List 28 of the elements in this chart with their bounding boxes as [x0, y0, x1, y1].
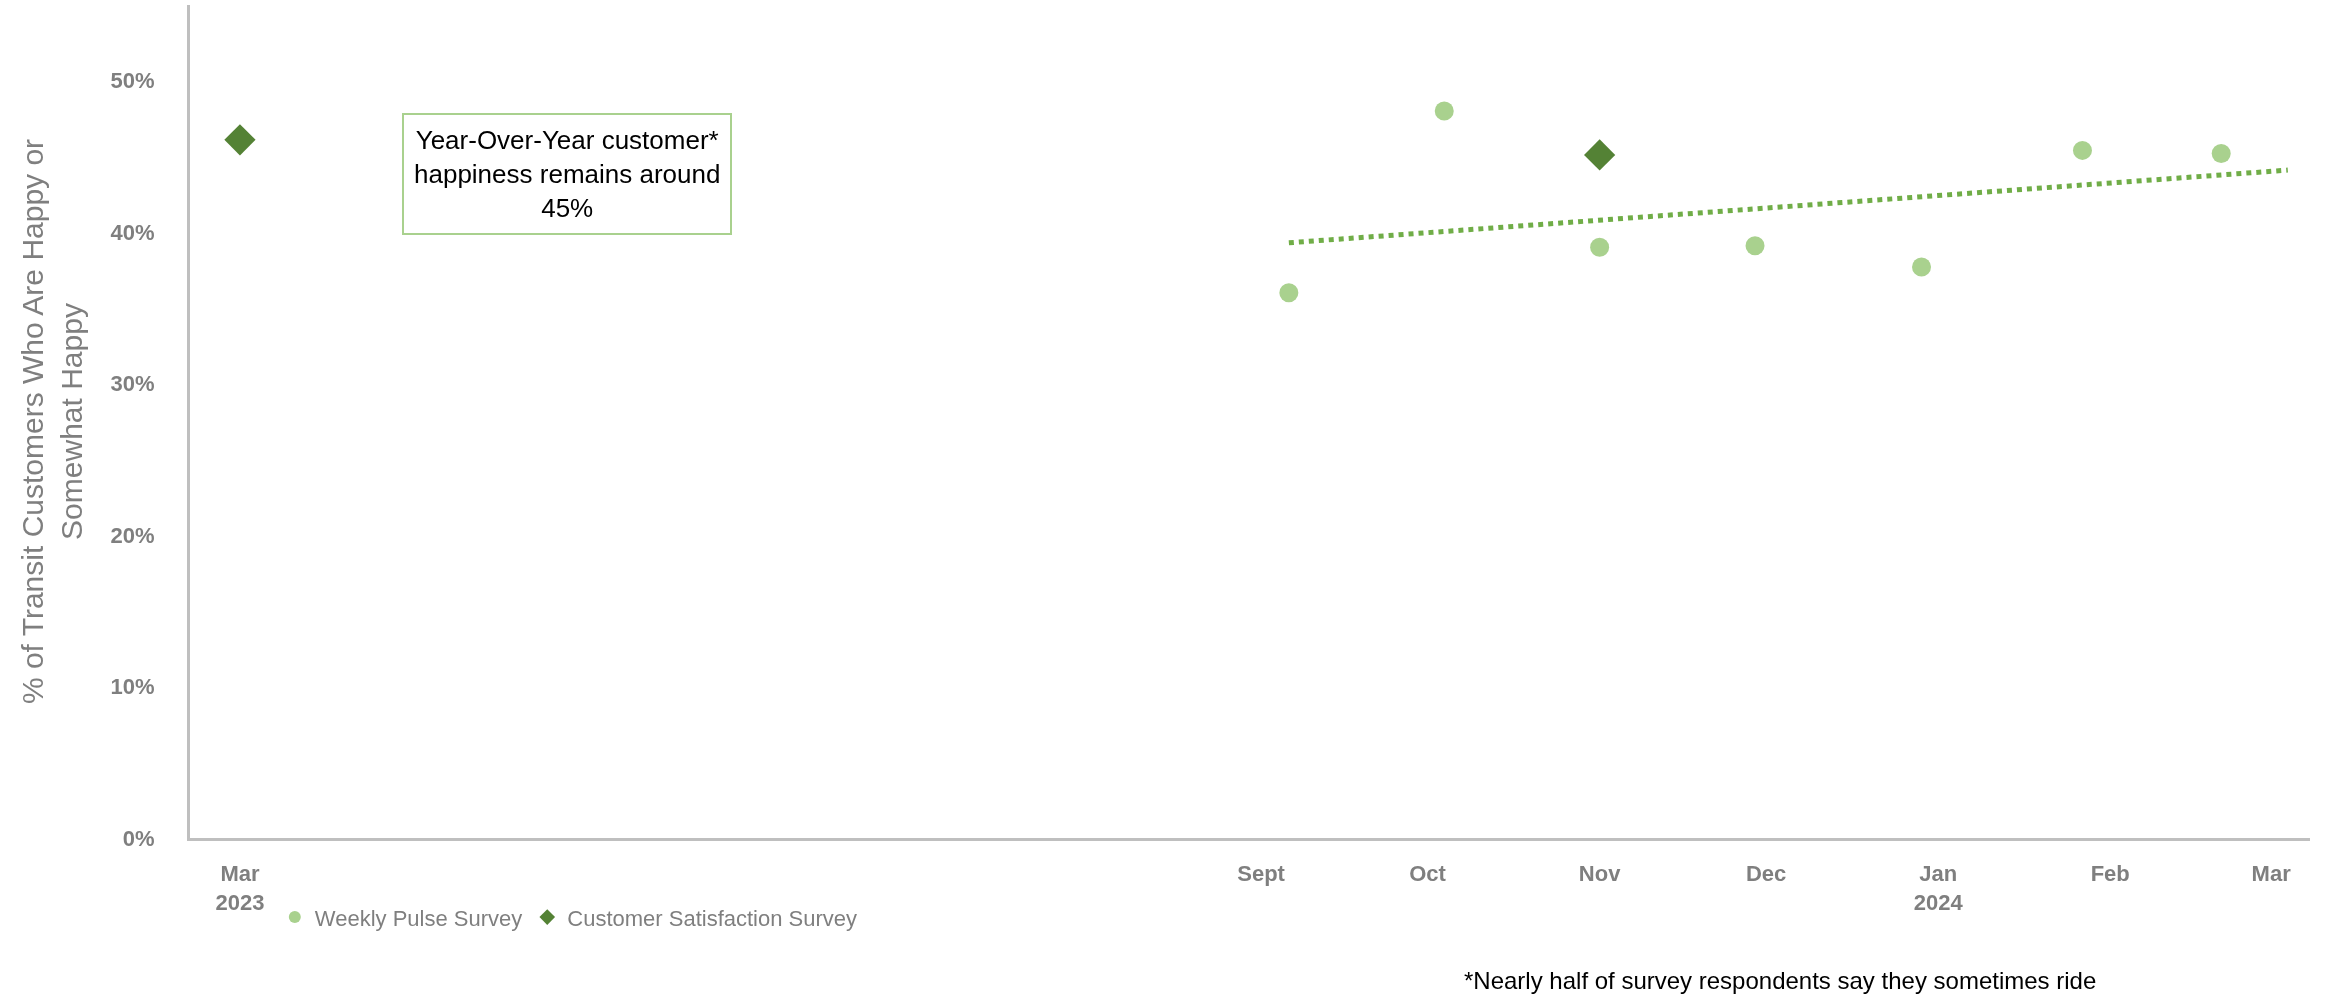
y-tick-label: 50% — [110, 68, 155, 94]
point — [224, 124, 256, 156]
x-tick-label: Oct — [1409, 861, 1447, 887]
point — [1434, 101, 1454, 121]
legend-label: Weekly Pulse Survey — [314, 905, 523, 931]
x-tick-label: Mar 2023 — [215, 861, 265, 915]
legend-label: Customer Satisfaction Survey — [567, 905, 858, 931]
x-tick-label: Nov — [1578, 861, 1622, 887]
annotation: Year-Over-Year customer* happiness remains around 45% — [414, 125, 721, 223]
point — [1745, 236, 1765, 256]
point — [2211, 143, 2231, 163]
x-tick-label: Mar — [2251, 861, 2292, 887]
y-tick-label: 20% — [110, 522, 155, 548]
x-tick-label: Sept — [1237, 861, 1286, 887]
y-tick-label: 40% — [110, 219, 155, 245]
point — [1279, 283, 1299, 303]
y-tick-label: 10% — [110, 674, 155, 700]
x-tick-label: Feb — [2090, 861, 2130, 887]
point — [1584, 139, 1616, 171]
y-tick-label: 30% — [110, 371, 155, 397]
point — [2072, 140, 2092, 160]
x-tick-label: Dec — [1745, 861, 1787, 887]
point — [1590, 237, 1610, 257]
x-tick-label: Jan 2024 — [1913, 861, 1964, 915]
text: *Nearly half of survey respondents say they sometimes ride — [1464, 967, 2097, 994]
y-tick-label: 0% — [122, 825, 155, 851]
y-axis-title: % of Transit Customers Who Are Happy or Somewhat Happy — [15, 138, 88, 705]
point — [1912, 257, 1932, 277]
